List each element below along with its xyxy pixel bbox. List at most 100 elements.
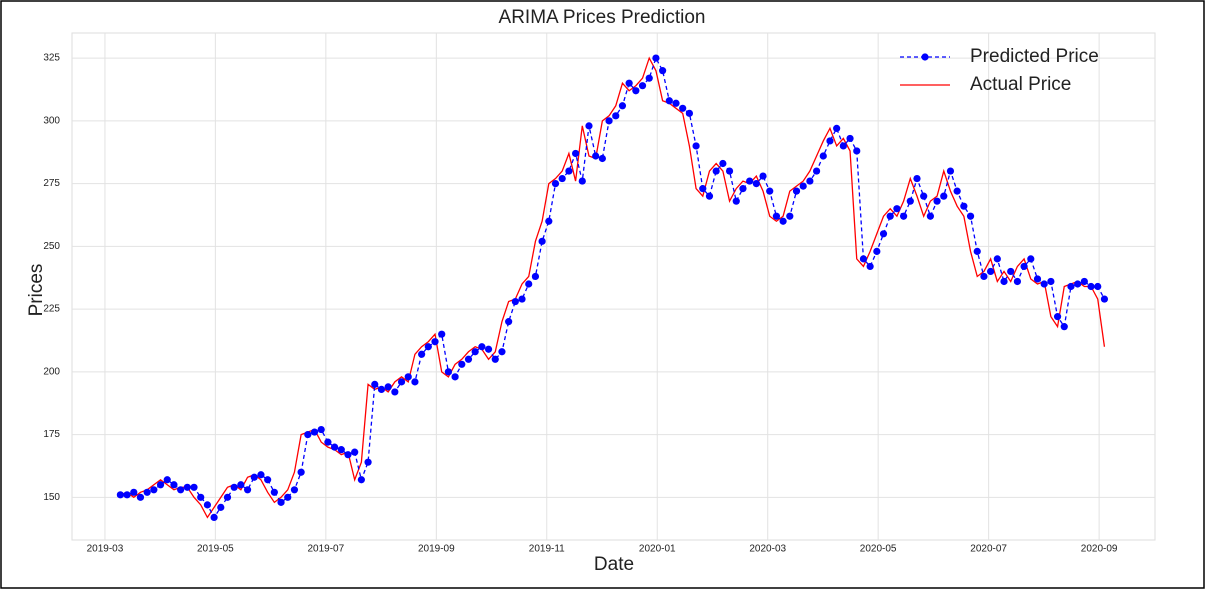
point bbox=[987, 267, 995, 276]
point bbox=[230, 483, 238, 491]
point bbox=[1060, 323, 1068, 331]
point bbox=[317, 425, 325, 434]
point bbox=[732, 197, 740, 205]
point bbox=[391, 388, 399, 396]
point bbox=[565, 167, 573, 175]
point bbox=[578, 177, 586, 185]
point bbox=[257, 471, 265, 479]
point bbox=[1047, 277, 1055, 286]
point bbox=[458, 360, 466, 368]
point bbox=[411, 378, 419, 386]
point bbox=[692, 142, 700, 150]
point bbox=[672, 99, 680, 107]
point bbox=[953, 187, 961, 195]
point bbox=[177, 486, 185, 494]
point bbox=[625, 79, 633, 87]
point bbox=[571, 149, 580, 158]
point bbox=[444, 368, 452, 376]
point bbox=[973, 247, 981, 255]
point bbox=[223, 493, 232, 501]
point bbox=[284, 493, 292, 501]
point bbox=[310, 428, 319, 436]
point bbox=[879, 230, 888, 238]
point bbox=[772, 212, 781, 220]
point bbox=[511, 297, 519, 306]
y-tick-label: 325 bbox=[43, 53, 60, 64]
point bbox=[652, 54, 660, 62]
legend-marker bbox=[921, 53, 929, 61]
point bbox=[1020, 262, 1028, 271]
point bbox=[478, 343, 486, 351]
point bbox=[806, 177, 814, 185]
point bbox=[618, 102, 627, 110]
y-tick-label: 300 bbox=[43, 115, 60, 126]
point bbox=[946, 167, 955, 175]
point bbox=[136, 493, 145, 501]
x-axis-label: Date bbox=[594, 554, 634, 575]
x-tick-label: 2019-07 bbox=[307, 544, 344, 555]
x-tick-label: 2019-03 bbox=[87, 544, 124, 555]
point bbox=[418, 350, 426, 358]
point bbox=[993, 255, 1001, 263]
point bbox=[859, 255, 868, 263]
point bbox=[766, 187, 774, 195]
point bbox=[819, 152, 827, 160]
point bbox=[297, 468, 305, 476]
point bbox=[812, 167, 821, 175]
x-tick-label: 2019-05 bbox=[197, 544, 234, 555]
point bbox=[913, 174, 921, 183]
legend-label: Actual Price bbox=[970, 74, 1071, 95]
series-line bbox=[120, 56, 1106, 519]
point bbox=[725, 167, 734, 175]
point bbox=[966, 212, 975, 220]
point bbox=[183, 483, 191, 491]
point bbox=[538, 237, 546, 245]
point bbox=[451, 373, 459, 381]
point bbox=[1074, 280, 1082, 288]
series-line bbox=[120, 56, 1106, 519]
point bbox=[364, 458, 372, 466]
point bbox=[585, 122, 593, 130]
point bbox=[592, 152, 600, 160]
y-tick-label: 225 bbox=[43, 304, 60, 315]
point bbox=[203, 501, 212, 509]
point bbox=[886, 212, 894, 220]
point bbox=[431, 338, 439, 346]
y-tick-label: 275 bbox=[43, 178, 60, 189]
point bbox=[190, 483, 198, 491]
point bbox=[839, 142, 847, 150]
y-axis-label: Prices bbox=[26, 264, 47, 317]
x-tick-label: 2020-03 bbox=[749, 544, 786, 555]
x-tick-label: 2019-11 bbox=[529, 544, 565, 555]
point bbox=[471, 348, 479, 356]
point bbox=[638, 82, 647, 90]
point bbox=[739, 185, 747, 193]
point bbox=[351, 448, 359, 456]
point bbox=[980, 272, 988, 281]
point bbox=[531, 272, 540, 281]
plot-area bbox=[71, 32, 1156, 541]
point bbox=[143, 488, 151, 496]
point bbox=[1040, 280, 1048, 288]
point bbox=[926, 212, 934, 220]
point bbox=[906, 197, 914, 205]
point bbox=[330, 443, 339, 451]
point bbox=[866, 262, 874, 271]
point bbox=[384, 383, 392, 391]
point bbox=[826, 137, 834, 145]
point bbox=[525, 280, 533, 288]
point bbox=[598, 154, 606, 163]
point bbox=[163, 476, 171, 484]
point bbox=[779, 217, 787, 225]
point bbox=[846, 134, 854, 143]
point bbox=[491, 355, 499, 363]
x-tick-label: 2020-05 bbox=[860, 544, 897, 555]
point bbox=[243, 486, 252, 494]
point bbox=[786, 212, 794, 220]
point bbox=[498, 348, 506, 356]
point bbox=[853, 147, 861, 155]
point bbox=[933, 197, 941, 205]
point bbox=[130, 488, 138, 496]
y-tick-label: 200 bbox=[43, 366, 60, 377]
